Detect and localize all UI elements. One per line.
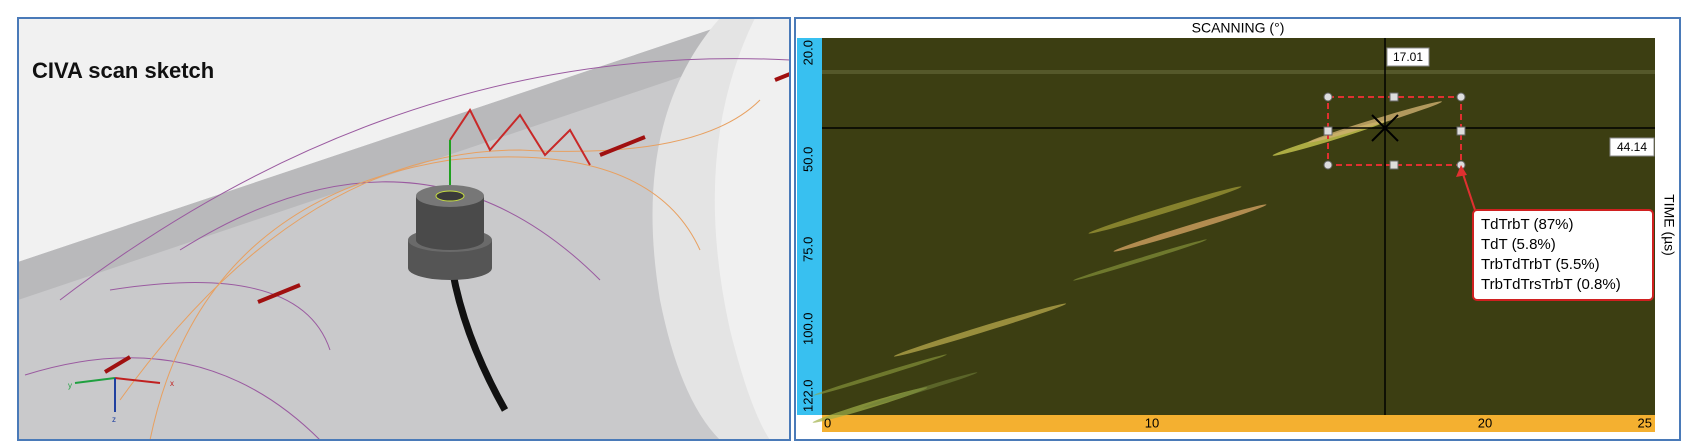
panel-border <box>17 17 791 441</box>
handle[interactable] <box>1389 160 1399 170</box>
cursor-x-value: 17.01 <box>1393 50 1423 64</box>
sketch-line <box>59 58 791 301</box>
callout-arrowhead <box>1456 165 1467 177</box>
axis-label: x <box>170 379 174 388</box>
legend-entry: TdT (5.8%) <box>1481 236 1556 253</box>
bscan-panel: 17.01 44.14 TdTrbT (87%) TdT (5.8%) TrbT… <box>794 17 1681 441</box>
axis-label: y <box>68 381 72 390</box>
x-axis-label: SCANNING (°) <box>1192 20 1285 36</box>
x-tick-label: 0 <box>824 415 831 430</box>
handle[interactable] <box>1323 160 1333 170</box>
echo <box>893 303 1067 357</box>
sketch-line <box>24 357 321 441</box>
x-axis-bar <box>822 415 1655 432</box>
x-tick-label: 10 <box>1145 415 1159 430</box>
y-axis-label: TIME (µs) <box>1661 194 1677 256</box>
defect <box>774 72 791 82</box>
probe-body <box>416 196 484 250</box>
y-tick-label: 100.0 <box>800 312 815 345</box>
callout-box <box>1472 209 1654 301</box>
handle[interactable] <box>1456 126 1466 136</box>
axis-x <box>114 377 161 384</box>
echo <box>862 372 978 408</box>
axis-y <box>74 377 116 384</box>
y-tick-label: 75.0 <box>800 237 815 262</box>
y-tick-label: 122.0 <box>800 379 815 412</box>
x-tick-label: 25 <box>1638 415 1652 430</box>
defect <box>103 355 132 374</box>
y-tick-label: 50.0 <box>800 147 815 172</box>
sketch-line <box>109 282 331 351</box>
legend-entry: TdTrbT (87%) <box>1481 216 1574 233</box>
y-axis-bar <box>797 38 822 415</box>
cylinder-highlight <box>714 18 790 440</box>
handle[interactable] <box>1456 92 1466 102</box>
echo <box>1073 239 1207 281</box>
x-tick-label: 20 <box>1478 415 1492 430</box>
legend-entry: TrbTdTrsTrbT (0.8%) <box>1481 276 1621 293</box>
echo <box>813 354 947 396</box>
cursor-y-box <box>1609 137 1655 157</box>
selection-handles <box>1323 92 1466 170</box>
panel-border <box>794 17 1681 441</box>
legend-entry: TrbTdTrbT (5.5%) <box>1481 256 1600 273</box>
cursor-cross <box>1371 114 1399 142</box>
handle[interactable] <box>1389 92 1399 102</box>
slab-edge <box>18 18 790 300</box>
echo-streaks <box>812 101 1442 423</box>
echo <box>1088 186 1242 234</box>
sketch-line <box>179 181 601 281</box>
beam-circle <box>149 156 701 441</box>
sketch-panel: x y z CIVA scan sketch <box>17 17 791 441</box>
echo-band <box>822 70 1655 74</box>
handle[interactable] <box>1323 92 1333 102</box>
cursor-y-value: 44.14 <box>1617 140 1647 154</box>
echo <box>1113 204 1267 252</box>
beam-circle <box>119 99 761 401</box>
y-tick-label: 20.0 <box>800 40 815 65</box>
axis-label: z <box>112 415 116 424</box>
defect <box>257 283 301 304</box>
handle[interactable] <box>1323 126 1333 136</box>
echo <box>1308 101 1442 143</box>
ray-path <box>449 108 591 166</box>
defect <box>599 135 646 157</box>
sketch-title: CIVA scan sketch <box>32 58 214 83</box>
cursor-x-box <box>1386 47 1430 67</box>
probe-hole <box>435 190 465 202</box>
